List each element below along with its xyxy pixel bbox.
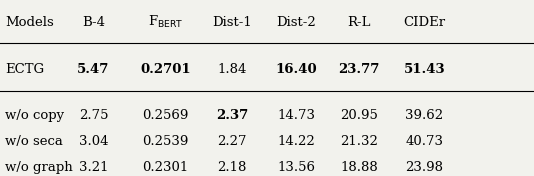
Text: 21.32: 21.32: [340, 135, 378, 148]
Text: 23.98: 23.98: [405, 161, 444, 174]
Text: Models: Models: [5, 15, 54, 29]
Text: 39.62: 39.62: [405, 109, 444, 122]
Text: 13.56: 13.56: [277, 161, 316, 174]
Text: 3.21: 3.21: [78, 161, 108, 174]
Text: w/o copy: w/o copy: [5, 109, 65, 122]
Text: 40.73: 40.73: [405, 135, 444, 148]
Text: 0.2301: 0.2301: [143, 161, 189, 174]
Text: 5.47: 5.47: [77, 63, 109, 76]
Text: 0.2701: 0.2701: [140, 63, 191, 76]
Text: Dist-2: Dist-2: [277, 15, 316, 29]
Text: R-L: R-L: [347, 15, 371, 29]
Text: 0.2569: 0.2569: [143, 109, 189, 122]
Text: 2.37: 2.37: [216, 109, 248, 122]
Text: 2.75: 2.75: [78, 109, 108, 122]
Text: 51.43: 51.43: [404, 63, 445, 76]
Text: 23.77: 23.77: [338, 63, 380, 76]
Text: 2.27: 2.27: [217, 135, 247, 148]
Text: F$_{\mathrm{BERT}}$: F$_{\mathrm{BERT}}$: [148, 14, 183, 30]
Text: ECTG: ECTG: [5, 63, 44, 76]
Text: 16.40: 16.40: [276, 63, 317, 76]
Text: 0.2539: 0.2539: [143, 135, 189, 148]
Text: 20.95: 20.95: [340, 109, 378, 122]
Text: CIDEr: CIDEr: [404, 15, 445, 29]
Text: 3.04: 3.04: [78, 135, 108, 148]
Text: 1.84: 1.84: [217, 63, 247, 76]
Text: w/o graph: w/o graph: [5, 161, 73, 174]
Text: 2.18: 2.18: [217, 161, 247, 174]
Text: Dist-1: Dist-1: [213, 15, 252, 29]
Text: 14.73: 14.73: [277, 109, 316, 122]
Text: 14.22: 14.22: [278, 135, 315, 148]
Text: 18.88: 18.88: [340, 161, 378, 174]
Text: B-4: B-4: [82, 15, 105, 29]
Text: w/o seca: w/o seca: [5, 135, 63, 148]
